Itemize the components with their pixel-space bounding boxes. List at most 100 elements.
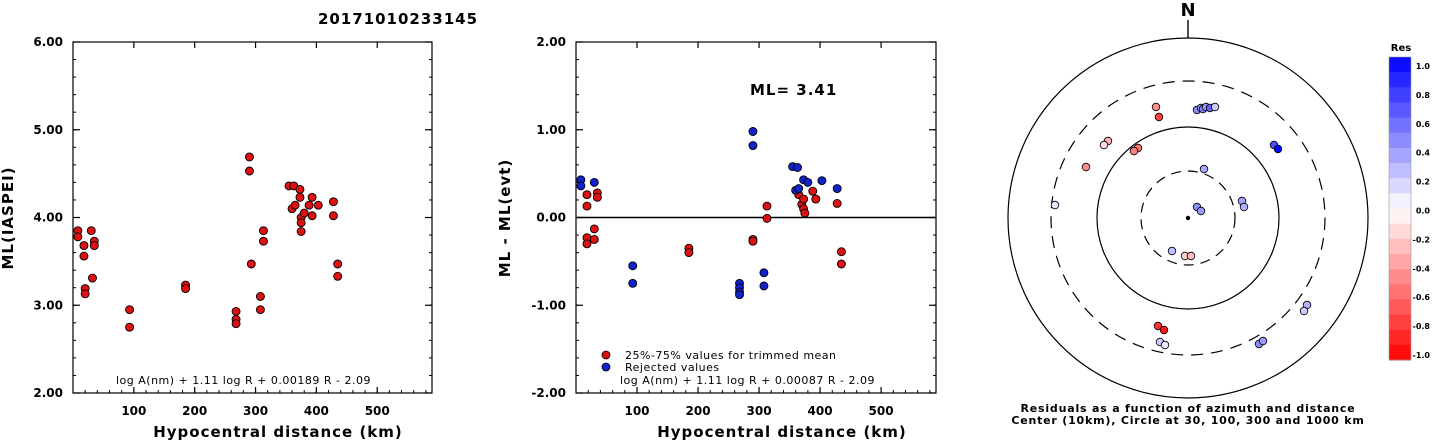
colorbar-tick-label: 1.0 xyxy=(1416,62,1431,71)
plot2-data-point xyxy=(582,201,592,211)
plot1-xtick-label: 400 xyxy=(304,404,329,418)
circle-30km xyxy=(1140,170,1236,266)
circle-300km xyxy=(1050,80,1326,356)
colorbar-cell xyxy=(1389,57,1411,73)
plot2-data-point xyxy=(799,194,809,204)
circle-100km xyxy=(1096,126,1280,310)
plot1-data-point xyxy=(259,226,268,236)
plot2-data-point xyxy=(762,213,772,223)
plot2-xlabel: Hypocentral distance (km) xyxy=(657,423,907,441)
polar-station-point xyxy=(1210,102,1220,112)
plot1-data-point xyxy=(80,289,90,299)
colorbar-tick-label: 0.0 xyxy=(1416,207,1431,216)
plot2-ytick-label: -2.00 xyxy=(531,386,566,400)
colorbar-cell xyxy=(1389,102,1411,119)
plot1-ytick-label: 4.00 xyxy=(33,211,63,225)
polar-station-point xyxy=(1186,251,1196,261)
polar-station-point xyxy=(1151,102,1161,112)
plot2-data-point xyxy=(589,177,599,187)
plot2-data-point xyxy=(592,192,602,202)
plot2-xtick-label: 500 xyxy=(869,404,894,418)
colorbar-tick-label: 0.4 xyxy=(1416,149,1431,158)
plot2-data-point xyxy=(582,239,592,249)
plot1-data-point xyxy=(86,226,96,236)
plot2-data-point xyxy=(748,127,758,136)
plot1-xtick-label: 100 xyxy=(121,404,146,418)
plot1-data-point xyxy=(295,192,305,202)
plot1-data-point xyxy=(79,241,89,251)
plot1-xlabel: Hypocentral distance (km) xyxy=(153,423,403,441)
plot2-data-point xyxy=(589,224,599,234)
plot1-xtick-label: 300 xyxy=(243,404,268,418)
polar-residual-plot: N Residuals as a function of azimuth and… xyxy=(1007,0,1369,427)
plot2-data-point xyxy=(811,194,821,204)
colorbar-cell xyxy=(1389,284,1411,300)
polar-station-point xyxy=(1050,200,1060,210)
plot2-data-point xyxy=(836,259,846,269)
plot2-xtick-label: 200 xyxy=(686,404,711,418)
plot1-data-point xyxy=(255,305,265,315)
plot1-frame xyxy=(72,41,433,394)
legend-label-trimmed: 25%-75% values for trimmed mean xyxy=(625,349,837,362)
plot2-data-point xyxy=(832,199,842,208)
polar-station-point xyxy=(1299,306,1309,316)
colorbar-tick-label: 0.8 xyxy=(1416,91,1431,100)
colorbar-tick-label: -1.0 xyxy=(1413,351,1431,360)
plot1-data-point xyxy=(73,232,83,242)
plot2-data-point xyxy=(762,201,772,211)
colorbar-tick-label: 0.6 xyxy=(1416,120,1431,129)
colorbar-cell xyxy=(1389,344,1411,361)
plot2-data-point xyxy=(800,208,810,218)
plot2-data-point xyxy=(748,236,758,246)
colorbar-cell xyxy=(1389,299,1411,316)
colorbar-cell xyxy=(1389,117,1411,134)
plot2-data-point xyxy=(589,234,599,244)
plot2-data-point xyxy=(836,247,846,257)
colorbar-cell xyxy=(1389,163,1411,179)
plot2-xtick-label: 400 xyxy=(808,404,833,418)
plot1-data-point xyxy=(290,200,300,210)
plot1-xtick-label: 200 xyxy=(182,404,207,418)
plot1-ylabel: ML(IASPEI) xyxy=(0,166,17,269)
colorbar-cell xyxy=(1389,87,1411,103)
plot2-data-point xyxy=(576,181,586,191)
plot2-data-point xyxy=(628,261,638,271)
north-label: N xyxy=(1180,0,1195,21)
plot1-ytick-label: 5.00 xyxy=(33,123,63,137)
polar-station-point xyxy=(1081,162,1091,172)
colorbar-tick-label: 0.2 xyxy=(1416,178,1430,187)
colorbar-cell xyxy=(1389,147,1411,164)
plot1-data-point xyxy=(313,200,323,210)
plot1-data-point xyxy=(231,319,241,329)
plot2-formula: log A(nm) + 1.11 log R + 0.00087 R - 2.0… xyxy=(620,374,875,387)
plot2-data-point xyxy=(817,176,827,186)
colorbar-cell xyxy=(1389,238,1411,255)
plot2-ytick-label: 2.00 xyxy=(536,35,566,49)
colorbar-cell xyxy=(1389,132,1411,149)
circle-1000km xyxy=(1007,37,1369,399)
polar-station-point xyxy=(1160,340,1170,350)
plot2-data-point xyxy=(794,184,804,193)
plot1-data-point xyxy=(259,236,268,246)
colorbar-tick-label: -0.8 xyxy=(1413,322,1431,331)
plot1-data-point xyxy=(246,259,256,269)
legend-marker-trimmed xyxy=(601,350,611,360)
colorbar-cell xyxy=(1389,208,1411,225)
polar-station-point xyxy=(1153,321,1163,331)
plot1-data-point xyxy=(304,200,314,210)
colorbar-tick-label: -0.2 xyxy=(1413,235,1431,244)
plot1-data-point xyxy=(296,218,306,228)
plot-ml-residual: 100 200 300 400 500 -2.00 -1.00 0.00 1.00 2.00 ML… xyxy=(496,35,937,441)
plot2-data-point xyxy=(803,177,813,187)
polar-station-point xyxy=(1129,146,1139,156)
polar-station-point xyxy=(1196,206,1206,216)
polar-station-point xyxy=(1099,140,1109,150)
plot1-data-point xyxy=(245,166,254,176)
plot1-data-point xyxy=(245,152,254,162)
plot2-data-point xyxy=(684,248,694,258)
plot2-data-point xyxy=(735,290,744,300)
plot1-ytick-label: 2.00 xyxy=(33,386,63,400)
legend-marker-rejected xyxy=(601,362,611,372)
plot1-data-point xyxy=(333,271,343,281)
